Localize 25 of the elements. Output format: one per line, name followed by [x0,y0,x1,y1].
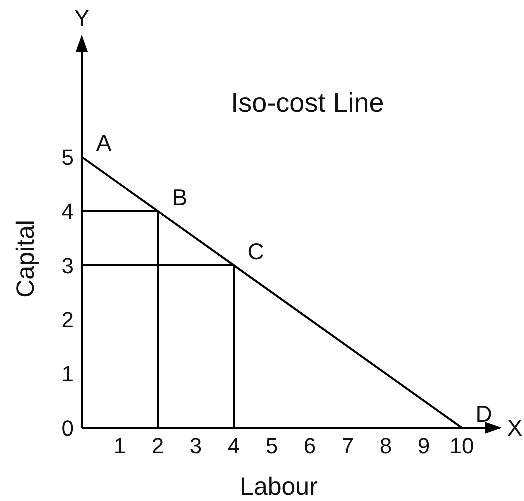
text: X [507,415,523,441]
x-tick-label: 2 [152,434,164,459]
annotation: D [476,401,492,427]
y-tick-label: 3 [62,253,74,278]
text: Y [74,5,90,31]
x-tick-label: 7 [342,434,354,459]
x-axis-title: Labour [240,473,318,501]
x-tick-label: 9 [418,434,430,459]
annotation: A [96,130,112,156]
y-tick-label: 1 [62,362,74,387]
x-tick-label: 10 [450,434,474,459]
y-tick-label: 0 [62,416,74,441]
x-tick-label: 6 [304,434,316,459]
x-tick-label: 8 [380,434,392,459]
y-tick-label: 2 [62,307,74,332]
x-tick-label: 1 [114,434,126,459]
x-tick-label: 3 [190,434,202,459]
annotation: B [172,184,188,210]
annotation: C [248,238,264,264]
y-tick-label: 4 [62,199,74,224]
text: Iso-cost Line [231,88,384,118]
y-axis-title: Capital [12,220,40,298]
x-tick-label: 4 [228,434,240,459]
x-tick-label: 5 [266,434,278,459]
y-tick-label: 5 [62,144,74,170]
